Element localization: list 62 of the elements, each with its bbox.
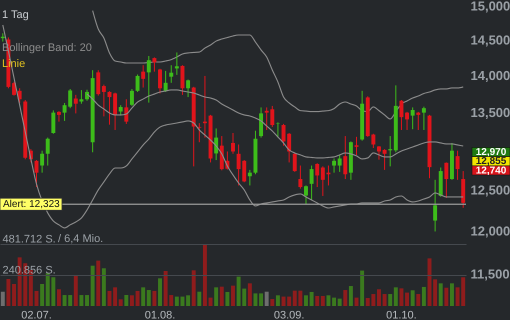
- candlestick: [371, 133, 376, 148]
- candlestick: [102, 84, 106, 117]
- y2-tick-label: 481.712 S.: [2, 233, 56, 246]
- candlestick: [164, 70, 168, 92]
- line-series: [2, 24, 464, 228]
- candlestick: [456, 150, 460, 180]
- y-tick-label: 14,000: [470, 68, 510, 84]
- candlestick: [444, 162, 448, 198]
- candlestick: [51, 110, 56, 134]
- candlestick: [231, 132, 235, 154]
- candlestick: [46, 137, 50, 166]
- candlestick: [461, 170, 466, 208]
- candlestick: [74, 94, 78, 114]
- candlestick: [270, 105, 274, 128]
- candlestick: [56, 110, 61, 122]
- candlestick: [158, 68, 162, 94]
- candlestick: [410, 106, 415, 130]
- candlestick: [304, 184, 308, 205]
- candlestick: [180, 64, 184, 96]
- candlestick: [433, 179, 438, 232]
- candlestick: [124, 98, 128, 124]
- candlestick: [214, 128, 218, 161]
- candlestick: [276, 122, 280, 138]
- candlestick: [298, 165, 302, 190]
- candlestick: [141, 64, 146, 88]
- y-tick-label: 15,000: [470, 0, 510, 14]
- candlestick: [169, 64, 174, 84]
- y-tick-label: 13,500: [470, 104, 510, 120]
- x-tick-label: 01.10.: [386, 310, 417, 320]
- text: 1 Tag: [2, 9, 29, 21]
- text: 12,855: [476, 156, 507, 168]
- candlestick: [136, 74, 140, 92]
- y-tick-label: 12,000: [470, 224, 510, 239]
- candlestick: [146, 55, 151, 104]
- candlestick: [40, 150, 44, 174]
- line-series: [92, 10, 464, 120]
- y-tick-label: 14,500: [470, 32, 510, 48]
- candlestick: [79, 90, 84, 104]
- y-tick-label: 12,500: [470, 182, 510, 198]
- candlestick: [174, 52, 179, 76]
- candlestick: [422, 106, 426, 130]
- candlestick: [248, 169, 252, 186]
- y2-axis-title: / 6,4 Mio.: [58, 232, 104, 245]
- candlestick: [34, 160, 38, 188]
- candlestick: [186, 79, 190, 98]
- x-tick-label: 01.08.: [144, 310, 176, 320]
- candlestick: [388, 136, 392, 167]
- candlestick: [259, 106, 264, 138]
- candlestick: [152, 56, 156, 72]
- text: 12,970: [476, 147, 507, 158]
- candlestick: [236, 144, 241, 186]
- candlestick: [416, 111, 420, 130]
- candlestick: [343, 136, 348, 180]
- text: 12,740: [476, 165, 507, 176]
- x-tick-label: 02.07.: [21, 310, 52, 320]
- candlestick: [130, 88, 134, 106]
- candlestick: [310, 165, 314, 200]
- candlestick: [354, 136, 358, 156]
- candlestick: [118, 104, 123, 116]
- y-tick-label: 11,500: [470, 266, 510, 282]
- ref-line-label: Alert: 12,323: [3, 199, 60, 210]
- x-tick-label: 03.09.: [274, 310, 304, 320]
